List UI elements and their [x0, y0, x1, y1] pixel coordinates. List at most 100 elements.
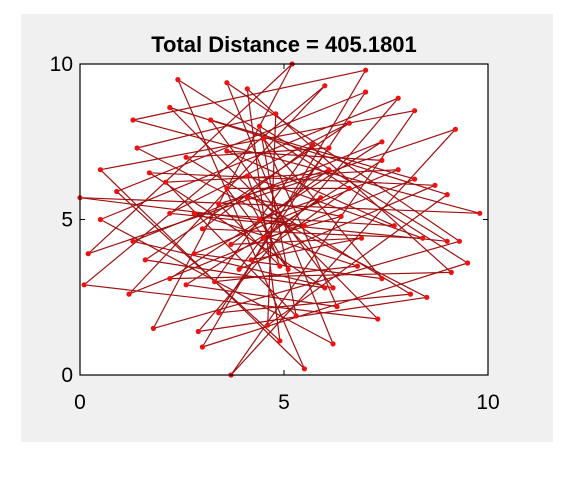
tour-segment [194, 212, 358, 267]
tour-segment [136, 113, 276, 149]
city-point [322, 285, 328, 291]
city-point [191, 210, 197, 216]
city-point [81, 282, 87, 288]
city-point [130, 238, 136, 244]
city-point [261, 235, 267, 241]
city-point [354, 263, 360, 269]
city-point [126, 291, 132, 297]
tour-segment [263, 138, 338, 307]
city-point [330, 341, 336, 347]
city-point [216, 201, 222, 207]
tour-segment [214, 144, 314, 283]
city-point [444, 238, 450, 244]
city-point [212, 279, 218, 285]
city-point [285, 266, 291, 272]
tour-segment [267, 194, 448, 326]
tour-segment [230, 128, 456, 376]
tour-segment [132, 240, 334, 289]
tour-segment [198, 296, 427, 333]
city-point [195, 328, 201, 335]
city-points [77, 61, 483, 378]
city-point [167, 276, 173, 282]
city-point [477, 210, 483, 216]
tour-segment [193, 169, 399, 255]
tour-segment [230, 110, 416, 376]
tour-segment [186, 284, 338, 308]
city-point [338, 213, 344, 219]
city-point [301, 223, 307, 229]
city-point [358, 235, 365, 241]
city-point [444, 192, 450, 198]
tour-segment [169, 107, 379, 320]
city-point [310, 142, 316, 148]
city-point [293, 313, 299, 319]
tour-segment [251, 187, 350, 261]
city-point [248, 257, 254, 263]
tour-segment [259, 197, 321, 221]
tour-segment [87, 63, 293, 255]
tour-segment [218, 169, 330, 205]
tour-segment [259, 125, 448, 242]
city-point [167, 210, 173, 216]
city-point [465, 260, 471, 266]
city-point [167, 104, 173, 111]
city-point [412, 176, 418, 182]
tour-segment [165, 181, 297, 317]
tour-segment [169, 271, 452, 280]
city-point [379, 276, 385, 282]
city-point [412, 108, 418, 114]
chart-title: Total Distance = 405.1801 [151, 32, 417, 57]
tour-segment [169, 122, 350, 214]
city-point [395, 95, 401, 101]
tour-segment [246, 88, 281, 341]
city-point [407, 291, 414, 297]
tour-segment [258, 126, 297, 317]
city-point [244, 86, 250, 92]
city-point [224, 185, 230, 191]
city-point [244, 195, 250, 201]
tour-segment [194, 253, 382, 280]
x-tick-label: 0 [74, 391, 86, 414]
city-point [452, 126, 458, 132]
city-point [424, 294, 430, 300]
city-point [150, 325, 156, 331]
city-point [216, 310, 222, 316]
city-point [326, 167, 332, 173]
city-point [326, 145, 332, 151]
city-point [375, 316, 381, 322]
tour-segment [144, 122, 350, 261]
city-point [277, 338, 283, 344]
city-point [379, 139, 385, 145]
tour-segment [177, 79, 305, 370]
tour-segment [100, 110, 415, 171]
tour-segment [263, 215, 342, 239]
city-point [224, 148, 230, 154]
city-point [114, 188, 120, 195]
city-point [448, 269, 454, 275]
city-point [130, 117, 136, 123]
city-point [346, 185, 352, 191]
tour-segment [263, 197, 322, 239]
city-point [334, 304, 340, 310]
city-point [256, 123, 263, 129]
city-point [322, 83, 328, 89]
city-point [85, 251, 91, 257]
tour-segment [128, 178, 415, 295]
tour-segment [132, 69, 366, 121]
city-point [97, 167, 103, 173]
city-point [432, 182, 438, 188]
city-point [236, 266, 242, 272]
y-tick-label: 5 [61, 209, 73, 232]
tour-segment [246, 197, 289, 270]
city-point [318, 195, 324, 201]
city-point [244, 173, 250, 179]
tour-segment [214, 265, 358, 283]
city-point [146, 170, 152, 176]
tour-segment [116, 91, 366, 193]
tour-segment [116, 191, 281, 342]
city-point [208, 117, 214, 123]
tour-segment [83, 85, 326, 286]
tour-segment [145, 259, 325, 289]
city-point [183, 282, 189, 288]
city-point [363, 67, 369, 73]
